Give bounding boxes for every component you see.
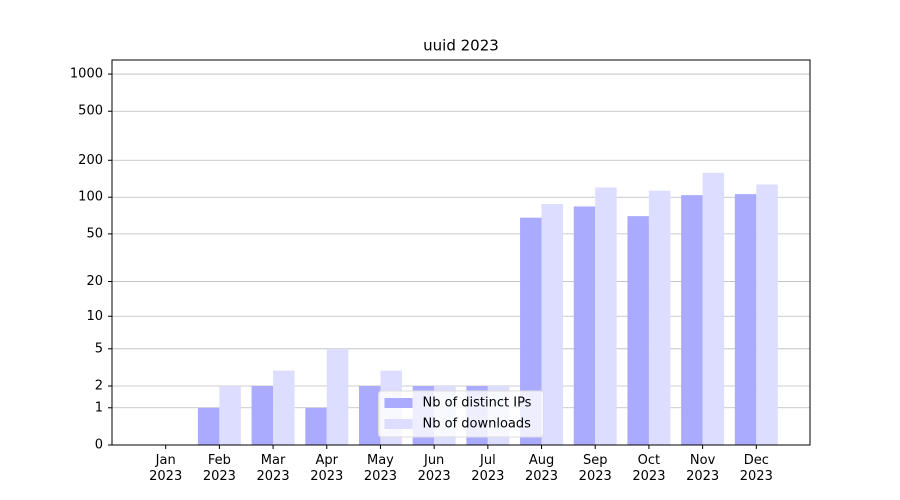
- x-tick-label: Dec 2023: [739, 453, 773, 484]
- y-tick-label: 200: [78, 153, 103, 168]
- bar: [305, 407, 327, 445]
- bar: [541, 204, 564, 445]
- y-tick-label: 0: [95, 438, 103, 453]
- y-tick-label: 500: [78, 104, 103, 119]
- bar: [251, 386, 274, 445]
- y-tick-label: 2: [95, 379, 103, 394]
- y-tick-label: 5: [95, 341, 103, 356]
- x-tick-label: Jul 2023: [471, 453, 505, 484]
- chart-title: uuid 2023: [423, 37, 499, 55]
- bar: [627, 216, 649, 445]
- bar: [520, 217, 542, 445]
- plot-frame: [111, 59, 811, 446]
- x-tick-label: Jan 2023: [149, 453, 183, 484]
- legend-label: Nb of downloads: [423, 417, 532, 432]
- bar: [756, 184, 778, 446]
- x-tick-label: May 2023: [363, 453, 397, 484]
- y-tick-label: 1000: [70, 67, 103, 82]
- x-tick-label: Oct 2023: [632, 453, 666, 484]
- y-tick-label: 20: [86, 274, 103, 289]
- x-tick-label: Aug 2023: [524, 453, 559, 484]
- bar: [595, 187, 617, 446]
- x-tick-label: Jun 2023: [417, 453, 451, 484]
- legend-box: [378, 390, 544, 438]
- x-tick-label: Apr 2023: [310, 453, 344, 484]
- y-tick-label: 10: [86, 309, 103, 324]
- y-tick-label: 1: [95, 400, 103, 415]
- x-tick-label: Mar 2023: [256, 453, 290, 484]
- bar: [702, 172, 725, 445]
- legend-swatch: [384, 398, 413, 408]
- bar: [326, 348, 349, 445]
- legend-swatch: [384, 419, 413, 429]
- legend: Nb of distinct IPs Nb of downloads: [378, 390, 544, 438]
- y-tick-label: 50: [86, 226, 103, 241]
- bar: [681, 195, 703, 445]
- bar: [734, 194, 757, 445]
- y-tick-label: 100: [78, 190, 103, 205]
- x-tick-label: Feb 2023: [202, 453, 236, 484]
- bar: [197, 407, 220, 445]
- x-tick-label: Sep 2023: [578, 453, 612, 484]
- bar: [648, 190, 671, 445]
- bar: [219, 386, 241, 445]
- legend-label: Nb of distinct IPs: [423, 396, 532, 411]
- bar: [358, 386, 381, 445]
- x-tick-label: Nov 2023: [686, 453, 720, 484]
- bar: [273, 370, 295, 445]
- bar: [573, 206, 596, 445]
